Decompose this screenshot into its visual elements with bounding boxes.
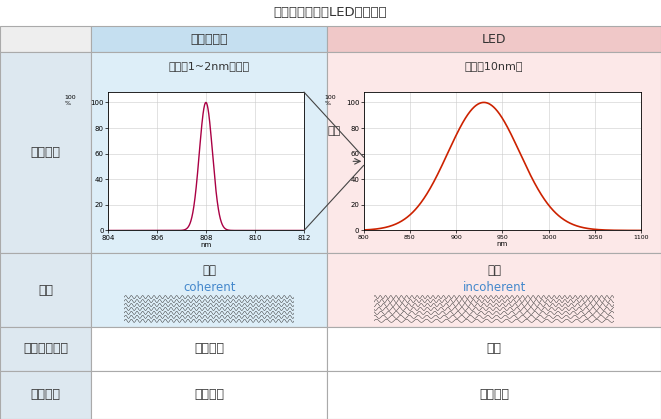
Text: 激光二極管: 激光二極管 [190,33,228,46]
Text: 《激光二極管和LED的区别》: 《激光二極管和LED的区别》 [274,6,387,20]
Text: 自然发射: 自然发射 [479,388,509,401]
Bar [327,371,661,419]
Text: LED: LED [482,33,506,46]
Bar [327,327,661,371]
Bar [327,26,661,52]
Bar [91,253,327,327]
Bar [91,52,327,253]
Bar [0,26,91,52]
X-axis label: nm: nm [496,241,508,247]
Text: 分散: 分散 [487,264,501,277]
Bar [0,253,91,327]
Text: 产生方法: 产生方法 [30,388,61,401]
Text: coherent: coherent [183,281,235,294]
Bar [91,371,327,419]
Text: 相位: 相位 [38,284,53,297]
Bar [91,26,327,52]
Text: incoherent: incoherent [463,281,525,294]
Text: 受激发射: 受激发射 [194,388,224,401]
Text: 波长光谱: 波长光谱 [30,146,61,160]
Bar [0,371,91,419]
Bar [327,253,661,327]
Text: 整齐: 整齐 [202,264,216,277]
Text: 笔直前进: 笔直前进 [194,342,224,355]
Text: 100
%: 100 % [65,95,76,106]
Bar [0,327,91,371]
Text: 发散: 发散 [486,342,502,355]
Text: 100
%: 100 % [325,95,336,106]
Bar [327,52,661,253]
Bar [0,52,91,253]
Text: 放大: 放大 [327,126,340,136]
Text: 宽（数10nm）: 宽（数10nm） [465,61,524,71]
Text: 单一（1~2nm左右）: 单一（1~2nm左右） [169,61,250,71]
Text: 光的扩散方式: 光的扩散方式 [23,342,68,355]
Bar [0,0,661,26]
Bar [91,327,327,371]
X-axis label: nm: nm [200,242,212,248]
